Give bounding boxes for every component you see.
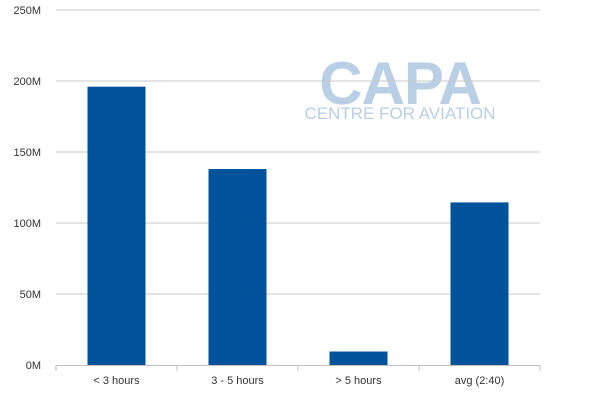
bar [450, 202, 509, 365]
y-tick-label: 250M [13, 5, 41, 17]
capa-watermark: CAPA CENTRE FOR AVIATION [304, 50, 495, 123]
watermark-tagline: CENTRE FOR AVIATION [304, 104, 495, 123]
watermark-brand: CAPA [319, 50, 481, 117]
y-tick-label: 150M [13, 147, 41, 159]
bar [87, 86, 146, 366]
y-axis: 0M 50M 100M 150M 200M 250M [13, 5, 41, 372]
y-tick-label: 100M [13, 218, 41, 230]
bar [208, 169, 267, 365]
x-tick-label: avg (2:40) [455, 375, 505, 387]
y-tick-label: 50M [20, 289, 41, 301]
x-tick-label: 3 - 5 hours [211, 375, 264, 387]
x-tick-label: > 5 hours [335, 375, 382, 387]
y-tick-label: 200M [13, 76, 41, 88]
x-tick-label: < 3 hours [93, 375, 140, 387]
x-axis: < 3 hours 3 - 5 hours > 5 hours avg (2:40) [55, 365, 541, 387]
y-tick-label: 0M [26, 360, 41, 372]
bars [87, 86, 509, 366]
bar [329, 351, 388, 365]
